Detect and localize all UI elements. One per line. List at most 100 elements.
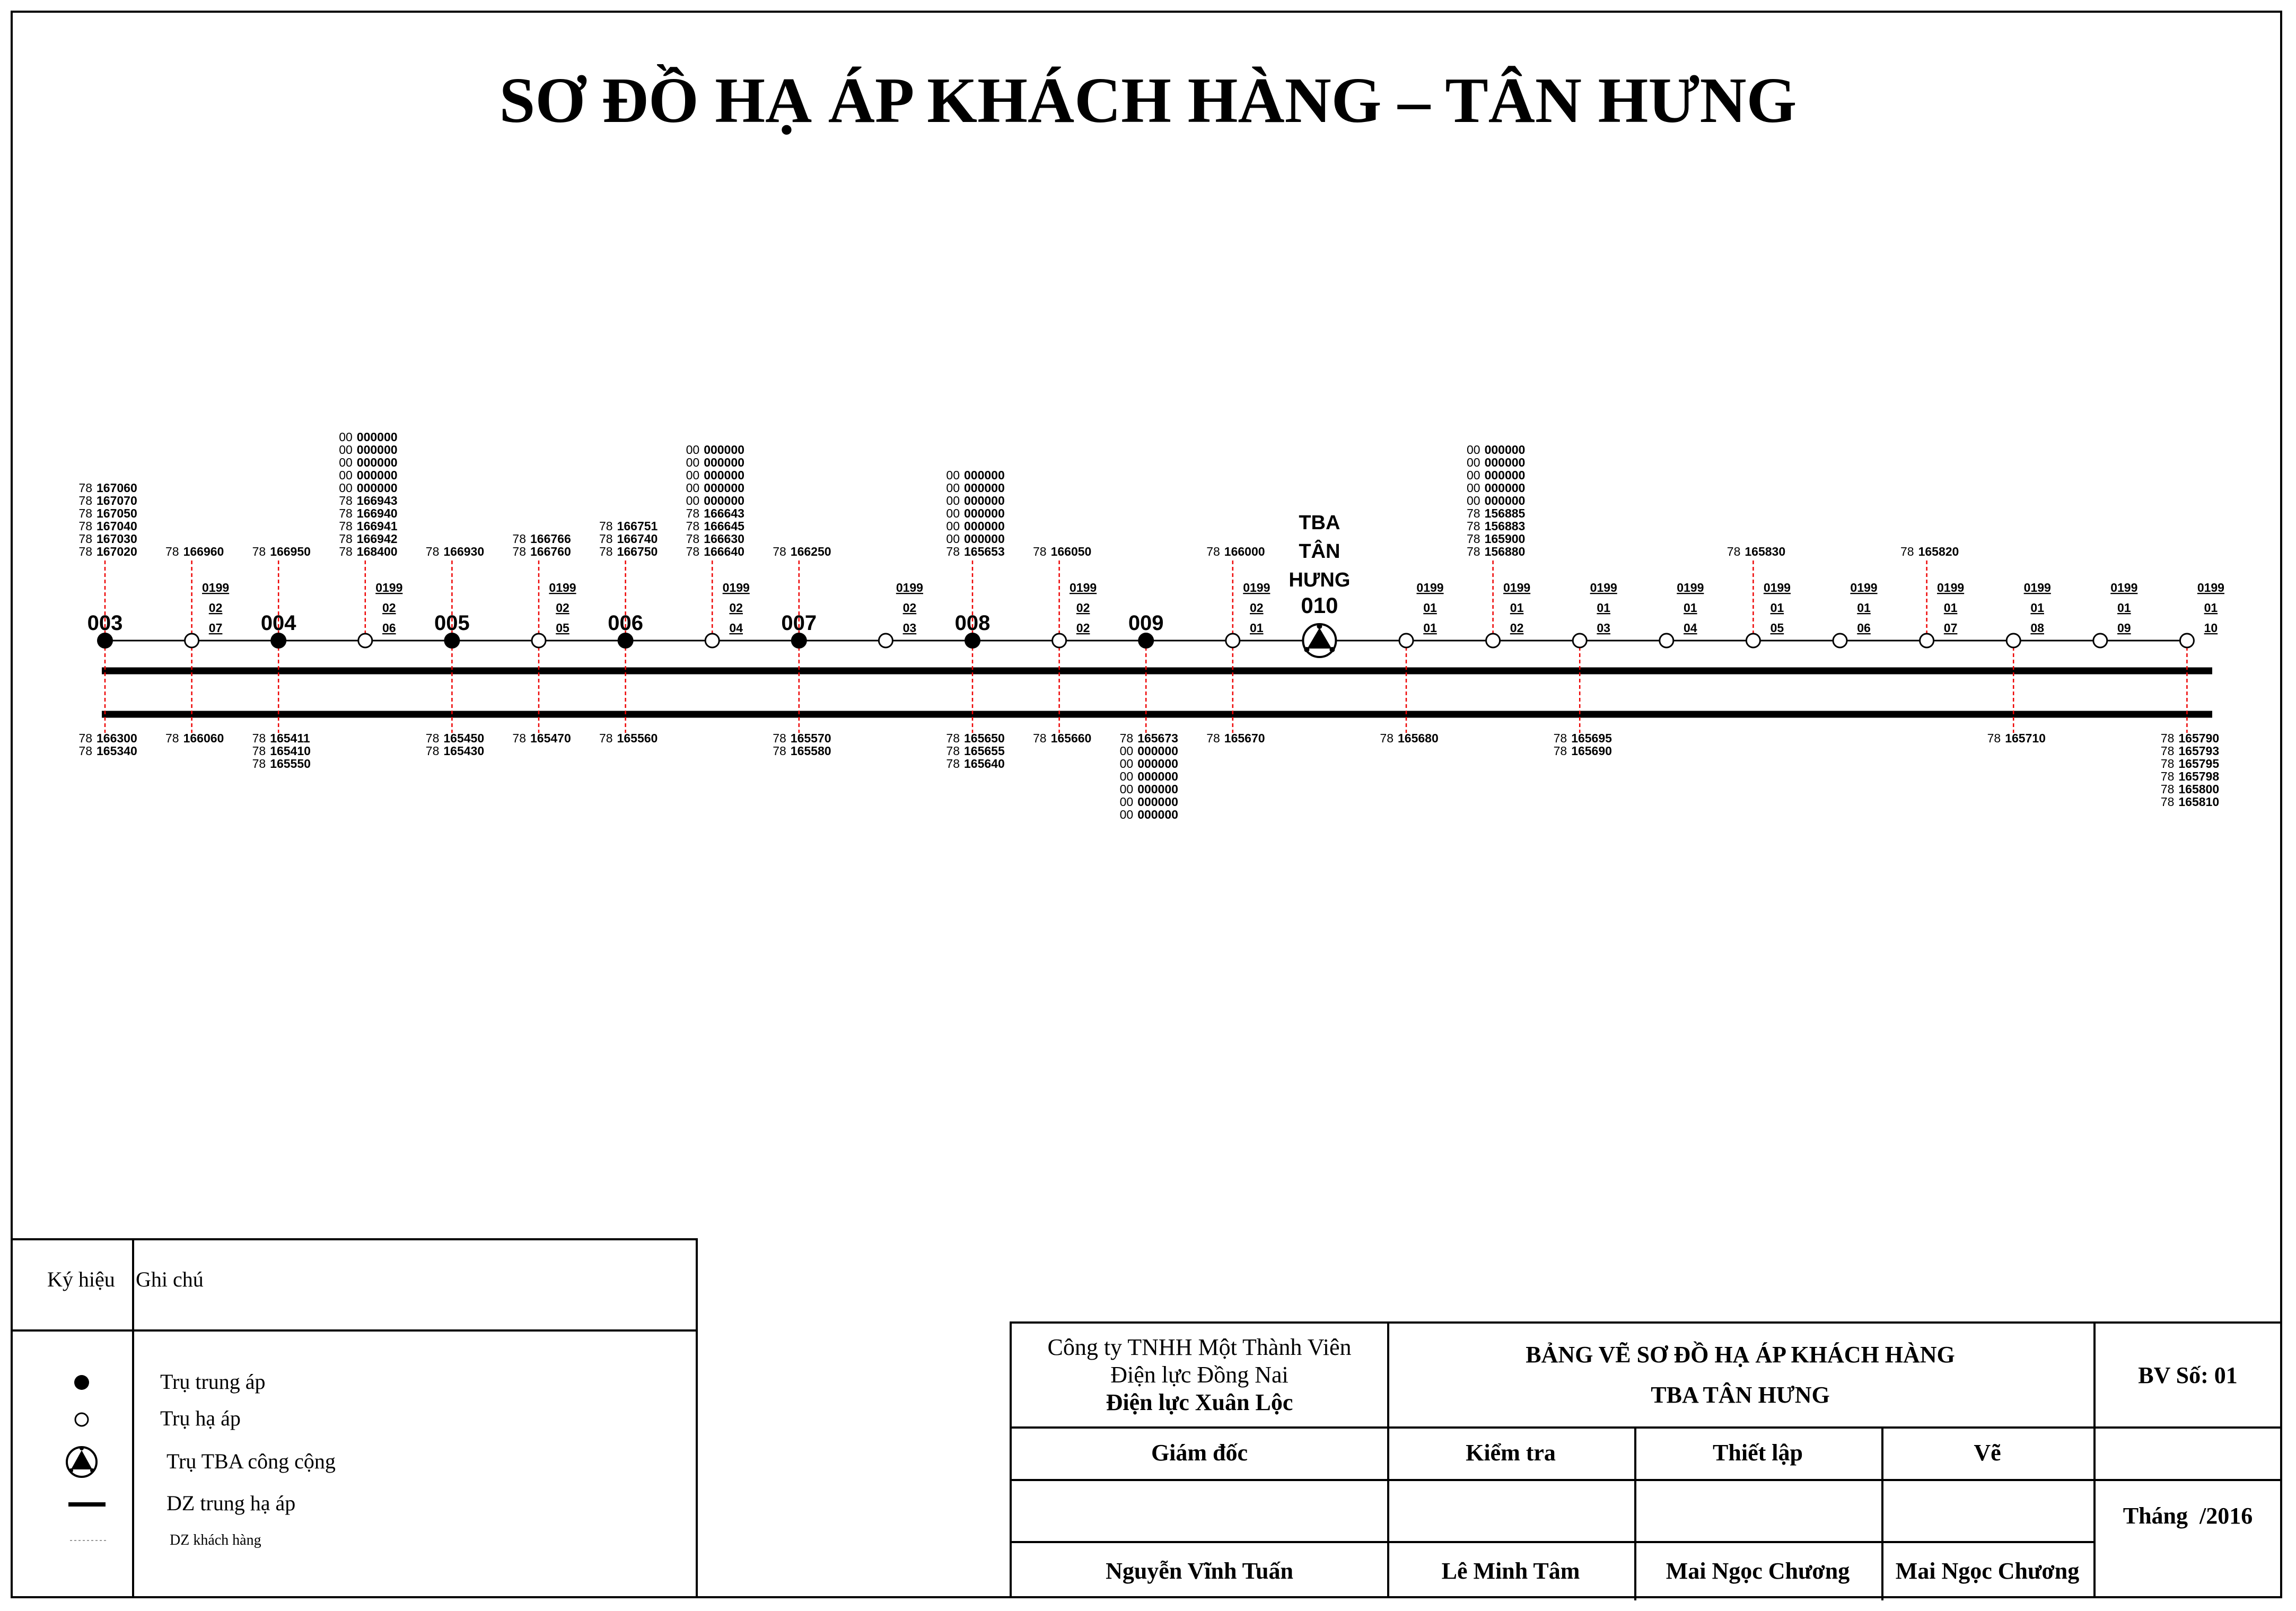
meter-prefix: 78 bbox=[252, 744, 266, 758]
meter-number: 165900 bbox=[1485, 532, 1526, 546]
meter-number: 166930 bbox=[443, 545, 484, 558]
legend-divider-v bbox=[132, 1240, 134, 1596]
lv-pole-symbol bbox=[531, 633, 547, 649]
meter-prefix: 78 bbox=[78, 744, 92, 758]
pole-code-label: 06 bbox=[382, 621, 396, 635]
pole-code-label: 01 bbox=[1771, 601, 1784, 615]
meter-number: 000000 bbox=[1137, 769, 1178, 783]
pole-code-label: 02 bbox=[903, 601, 917, 615]
legend-item-lv-pole: Trụ hạ áp bbox=[160, 1406, 241, 1430]
meter-number: 165710 bbox=[2005, 731, 2046, 745]
legend-header-symbol: Ký hiệu bbox=[47, 1267, 115, 1291]
meter-number: 000000 bbox=[1137, 744, 1178, 758]
tb-line-v3 bbox=[1881, 1426, 1883, 1600]
meter-prefix: 78 bbox=[686, 506, 700, 520]
company-info: Công ty TNHH Một Thành Viên Điện lực Đồn… bbox=[1012, 1324, 1387, 1426]
meter-number: 000000 bbox=[964, 532, 1005, 546]
meter-prefix: 78 bbox=[946, 545, 960, 558]
pole-code-label: 0199 bbox=[1503, 581, 1530, 594]
tba-node bbox=[1329, 647, 1335, 652]
lv-pole-symbol bbox=[1398, 633, 1414, 649]
meter-prefix: 00 bbox=[1120, 782, 1134, 796]
drawing-title: BẢNG VẼ SƠ ĐỒ HẠ ÁP KHÁCH HÀNG TBA TÂN H… bbox=[1387, 1324, 2093, 1426]
lv-pole-symbol bbox=[1572, 633, 1588, 649]
meter-prefix: 78 bbox=[512, 731, 526, 745]
meter-prefix: 78 bbox=[1467, 506, 1480, 520]
meter-number: 168400 bbox=[357, 545, 398, 558]
meter-number: 165690 bbox=[1571, 744, 1612, 758]
pole-code-label: 0199 bbox=[202, 581, 229, 594]
pole-code-label: 06 bbox=[1857, 621, 1871, 635]
meter-number: 165790 bbox=[2178, 731, 2219, 745]
pole-code-label: 01 bbox=[1857, 601, 1871, 615]
meter-number: 000000 bbox=[964, 494, 1005, 507]
meter-number: 000000 bbox=[964, 519, 1005, 533]
pole-number-label: 004 bbox=[261, 611, 296, 635]
meter-prefix: 78 bbox=[339, 494, 353, 507]
pole-code-label: 01 bbox=[1597, 601, 1610, 615]
meter-prefix: 78 bbox=[946, 731, 960, 745]
meter-prefix: 78 bbox=[1206, 731, 1220, 745]
meter-prefix: 78 bbox=[1120, 731, 1134, 745]
meter-number: 166640 bbox=[704, 545, 744, 558]
pole-code-label: 01 bbox=[1423, 601, 1437, 615]
mv-pole-symbol bbox=[965, 633, 980, 649]
meter-number: 167070 bbox=[97, 494, 137, 507]
meter-prefix: 78 bbox=[78, 731, 92, 745]
pole-code-label: 03 bbox=[1597, 621, 1610, 635]
meter-number: 166751 bbox=[617, 519, 658, 533]
meter-number: 167020 bbox=[97, 545, 137, 558]
meter-number: 000000 bbox=[704, 456, 744, 469]
meter-prefix: 78 bbox=[2161, 731, 2175, 745]
meter-prefix: 78 bbox=[1033, 731, 1047, 745]
pole-code-label: 10 bbox=[2204, 621, 2218, 635]
lv-pole-symbol bbox=[1485, 633, 1501, 649]
meter-number: 166300 bbox=[97, 731, 137, 745]
tb-line-h2b bbox=[1012, 1479, 2282, 1481]
meter-number: 165695 bbox=[1571, 731, 1612, 745]
tb-line-h1 bbox=[1012, 1426, 2280, 1429]
meter-number: 166050 bbox=[1051, 545, 1092, 558]
meter-prefix: 78 bbox=[426, 545, 440, 558]
meter-prefix: 78 bbox=[1554, 744, 1567, 758]
sheet-number: BV Số: 01 bbox=[2138, 1362, 2238, 1388]
legend-item-mv-line: DZ trung hạ áp bbox=[166, 1491, 296, 1515]
pole-code-label: 0199 bbox=[375, 581, 402, 594]
meter-number: 166250 bbox=[791, 545, 831, 558]
meter-number: 166643 bbox=[704, 506, 744, 520]
meter-number: 165640 bbox=[964, 757, 1005, 771]
meter-number: 000000 bbox=[964, 468, 1005, 482]
pole-code-label: 01 bbox=[2117, 601, 2131, 615]
mv-pole-symbol bbox=[617, 633, 634, 649]
meter-prefix: 78 bbox=[1727, 545, 1741, 558]
pole-code-label: 05 bbox=[556, 621, 569, 635]
meter-number: 000000 bbox=[704, 443, 744, 457]
meter-number: 166740 bbox=[617, 532, 658, 546]
meter-number: 000000 bbox=[704, 481, 744, 495]
meter-number: 166000 bbox=[1224, 545, 1265, 558]
meter-prefix: 78 bbox=[2161, 769, 2175, 783]
pole-code-label: 01 bbox=[1510, 601, 1524, 615]
tb-line-v2 bbox=[1634, 1426, 1636, 1600]
meter-prefix: 00 bbox=[1120, 744, 1134, 758]
meter-number: 000000 bbox=[704, 468, 744, 482]
meter-prefix: 00 bbox=[686, 443, 700, 457]
meter-prefix: 00 bbox=[1120, 769, 1134, 783]
pole-code-label: 01 bbox=[1944, 601, 1958, 615]
meter-number: 000000 bbox=[1485, 456, 1526, 469]
meter-number: 166750 bbox=[617, 545, 658, 558]
tba-node bbox=[1317, 624, 1322, 629]
meter-prefix: 78 bbox=[512, 532, 526, 546]
meter-prefix: 00 bbox=[339, 430, 353, 444]
tba-name-label: TBA bbox=[1299, 512, 1340, 534]
meter-number: 165660 bbox=[1051, 731, 1092, 745]
tba-name-label: HƯNG bbox=[1289, 569, 1350, 591]
legend-item-tba: Trụ TBA công cộng bbox=[166, 1449, 336, 1473]
meter-number: 000000 bbox=[357, 443, 398, 457]
name-check: Lê Minh Tâm bbox=[1441, 1557, 1580, 1584]
legend-lv-pole-symbol bbox=[74, 1412, 89, 1427]
pole-code-label: 04 bbox=[1684, 621, 1697, 635]
meter-number: 000000 bbox=[1137, 795, 1178, 809]
meter-prefix: 78 bbox=[1380, 731, 1394, 745]
meter-prefix: 78 bbox=[426, 731, 440, 745]
